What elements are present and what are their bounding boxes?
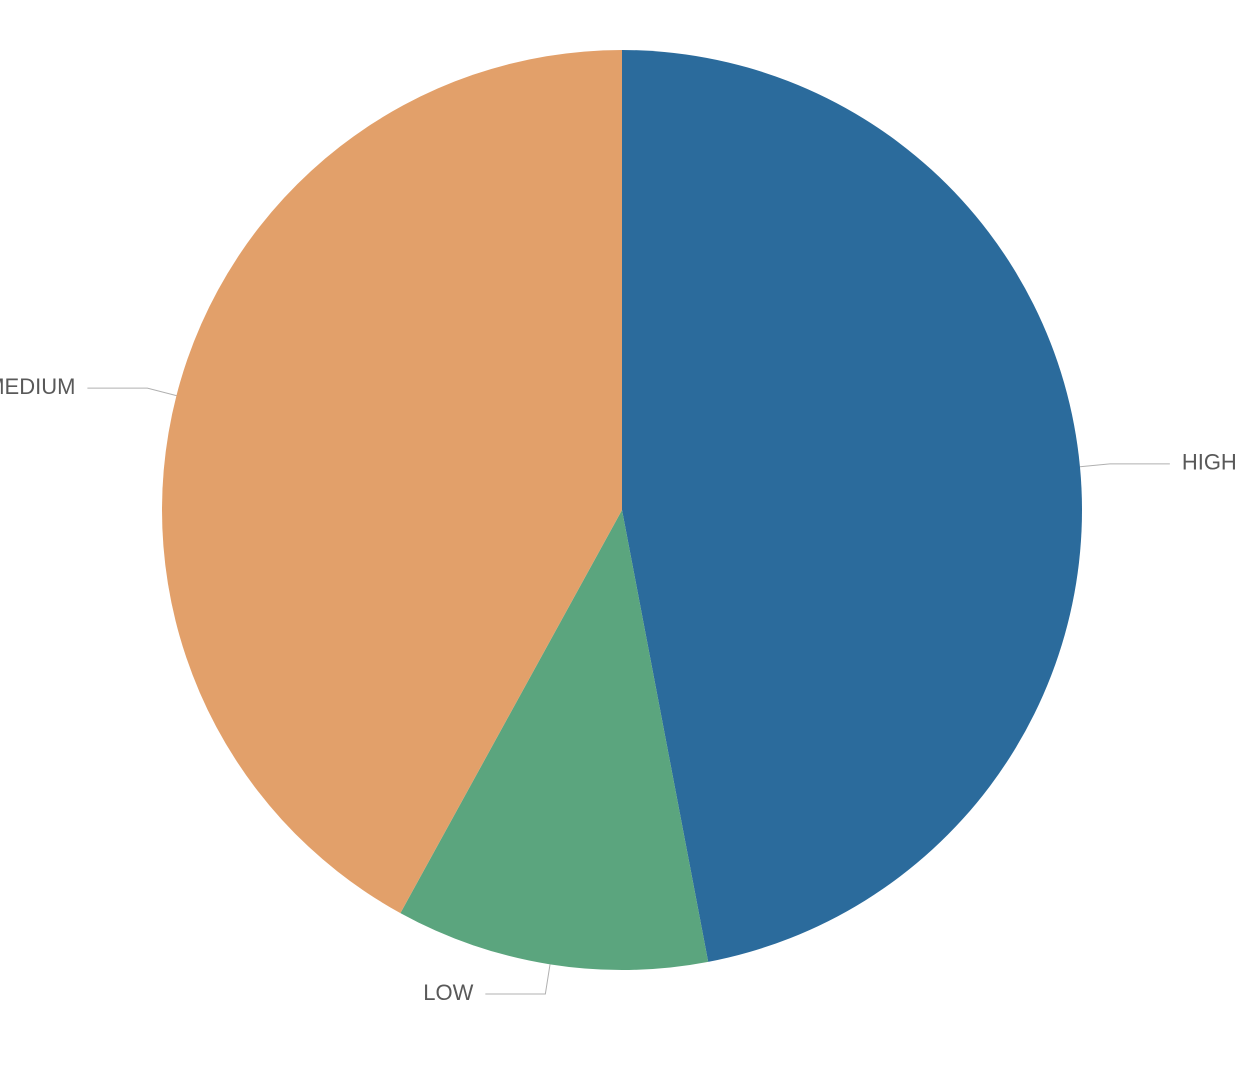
leader-line: [485, 964, 550, 994]
leader-line: [1080, 464, 1170, 467]
pie-slice-high: [622, 50, 1082, 962]
slice-label-low: LOW: [423, 980, 473, 1005]
slice-label-medium: MEDIUM: [0, 374, 75, 399]
leader-line: [87, 388, 176, 395]
slice-label-high: HIGH: [1182, 450, 1237, 475]
pie-chart: HIGH LOW MEDIUM: [0, 0, 1244, 1072]
